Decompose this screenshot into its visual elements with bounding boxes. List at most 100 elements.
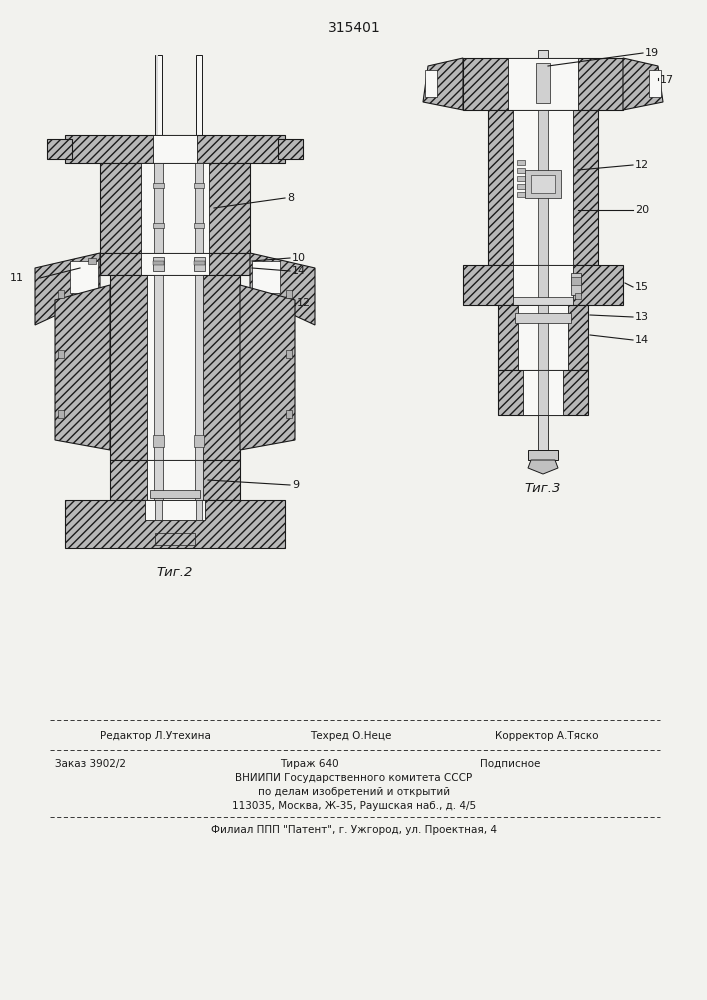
Bar: [155, 533, 195, 545]
Bar: [153, 257, 164, 271]
Bar: [513, 110, 573, 265]
Bar: [141, 163, 209, 253]
Text: Заказ 3902/2: Заказ 3902/2: [55, 759, 126, 769]
Bar: [194, 435, 204, 447]
Bar: [154, 275, 163, 460]
Bar: [65, 135, 285, 163]
Bar: [517, 184, 525, 189]
Bar: [147, 275, 203, 460]
Polygon shape: [240, 285, 295, 450]
Polygon shape: [528, 460, 558, 474]
Bar: [156, 55, 158, 140]
Text: 14: 14: [635, 335, 649, 345]
Bar: [538, 415, 548, 450]
Bar: [154, 460, 163, 500]
Polygon shape: [623, 58, 663, 110]
Bar: [194, 183, 204, 188]
Bar: [47, 139, 72, 159]
Bar: [196, 55, 202, 140]
Bar: [100, 163, 250, 253]
Bar: [153, 183, 164, 188]
Bar: [571, 277, 581, 285]
Bar: [571, 273, 581, 295]
Text: 20: 20: [635, 205, 649, 215]
Bar: [536, 63, 550, 103]
Bar: [538, 265, 548, 305]
Bar: [498, 370, 588, 415]
Bar: [463, 265, 623, 305]
Bar: [488, 110, 598, 265]
Polygon shape: [250, 253, 315, 325]
Bar: [154, 163, 163, 253]
Bar: [515, 313, 571, 323]
Bar: [153, 135, 197, 163]
Text: ВНИИПИ Государственного комитета СССР: ВНИИПИ Государственного комитета СССР: [235, 773, 472, 783]
Bar: [65, 500, 285, 548]
Bar: [517, 168, 525, 173]
Bar: [508, 58, 578, 110]
Polygon shape: [35, 253, 100, 325]
Bar: [58, 350, 64, 358]
Bar: [517, 192, 525, 197]
Text: 9: 9: [292, 480, 299, 490]
Bar: [538, 305, 548, 370]
Text: 8: 8: [287, 193, 294, 203]
Bar: [575, 293, 581, 299]
Text: 19: 19: [645, 48, 659, 58]
Text: по делам изобретений и открытий: по делам изобретений и открытий: [258, 787, 450, 797]
Text: 15: 15: [635, 282, 649, 292]
Bar: [278, 139, 303, 159]
Bar: [531, 175, 555, 193]
Text: 315401: 315401: [327, 21, 380, 35]
Text: Подписное: Подписное: [480, 759, 540, 769]
Bar: [155, 500, 162, 520]
Bar: [525, 170, 561, 198]
Polygon shape: [55, 285, 110, 450]
Bar: [147, 460, 203, 500]
Bar: [196, 500, 202, 520]
Bar: [153, 435, 164, 447]
Text: Корректор А.Тяско: Корректор А.Тяско: [495, 731, 599, 741]
Bar: [194, 261, 205, 265]
Bar: [195, 275, 203, 460]
Bar: [518, 305, 568, 370]
Bar: [538, 50, 548, 58]
Text: Филиал ППП "Патент", г. Ужгород, ул. Проектная, 4: Филиал ППП "Патент", г. Ужгород, ул. Про…: [211, 825, 497, 835]
Bar: [88, 258, 96, 264]
Bar: [152, 163, 165, 171]
Text: 17: 17: [660, 75, 674, 85]
Bar: [528, 450, 558, 460]
Text: 12: 12: [635, 160, 649, 170]
Bar: [286, 350, 292, 358]
Bar: [58, 410, 64, 418]
Bar: [70, 261, 98, 293]
Bar: [153, 223, 164, 228]
Text: Тираж 640: Тираж 640: [280, 759, 339, 769]
Bar: [498, 305, 588, 370]
Bar: [286, 410, 292, 418]
Bar: [517, 176, 525, 181]
Bar: [100, 253, 250, 275]
Bar: [425, 70, 437, 97]
Bar: [58, 290, 64, 298]
Bar: [150, 490, 200, 498]
Bar: [88, 300, 96, 306]
Bar: [153, 261, 164, 265]
Bar: [513, 265, 573, 305]
Bar: [110, 275, 240, 460]
Bar: [649, 70, 661, 97]
Bar: [523, 370, 563, 415]
Bar: [193, 163, 206, 171]
Text: Τиг.2: Τиг.2: [157, 566, 193, 579]
Bar: [141, 253, 209, 275]
Text: 14: 14: [292, 266, 306, 276]
Bar: [286, 290, 292, 298]
Bar: [517, 160, 525, 165]
Bar: [194, 257, 205, 271]
Bar: [513, 297, 573, 305]
Bar: [252, 261, 280, 293]
Text: Редактор Л.Утехина: Редактор Л.Утехина: [100, 731, 211, 741]
Text: Τиг.3: Τиг.3: [525, 482, 561, 495]
Bar: [155, 55, 162, 140]
Text: 13: 13: [635, 312, 649, 322]
